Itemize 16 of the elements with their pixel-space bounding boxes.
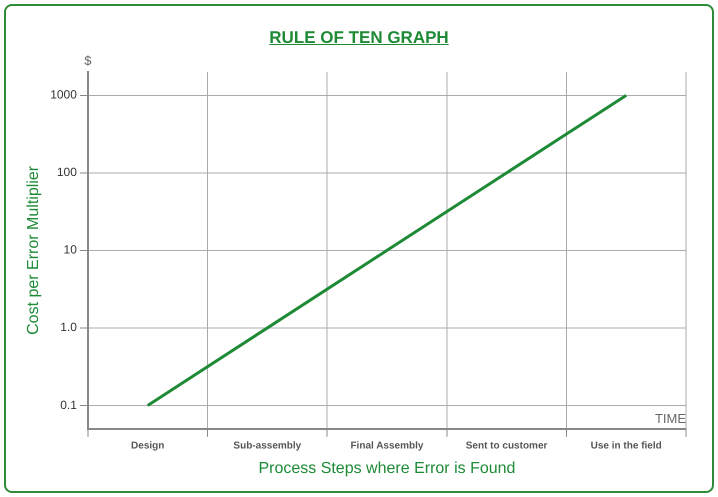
x-axis-title: Process Steps where Error is Found: [258, 460, 516, 477]
y-tick-label: 100: [56, 165, 78, 180]
x-tick-label: Sent to customer: [466, 440, 548, 452]
y-tick-label: 1000: [50, 88, 78, 102]
y-axis-title: Cost per Error Multiplier: [25, 165, 42, 335]
x-tick-label: Final Assembly: [350, 440, 424, 452]
annotation: TIME: [654, 410, 686, 426]
y-tick-label: 10: [64, 242, 78, 257]
y-tick-label: 1.0: [60, 320, 78, 334]
line-series: [146, 94, 628, 407]
x-tick-label: Design: [131, 440, 164, 452]
y-tick-label: 0.1: [60, 398, 78, 412]
x-tick-label: Sub-assembly: [233, 440, 302, 452]
x-tick-label: Use in the field: [590, 440, 662, 452]
text: $: [84, 53, 92, 68]
chart-title: RULE OF TEN GRAPH: [268, 28, 450, 48]
